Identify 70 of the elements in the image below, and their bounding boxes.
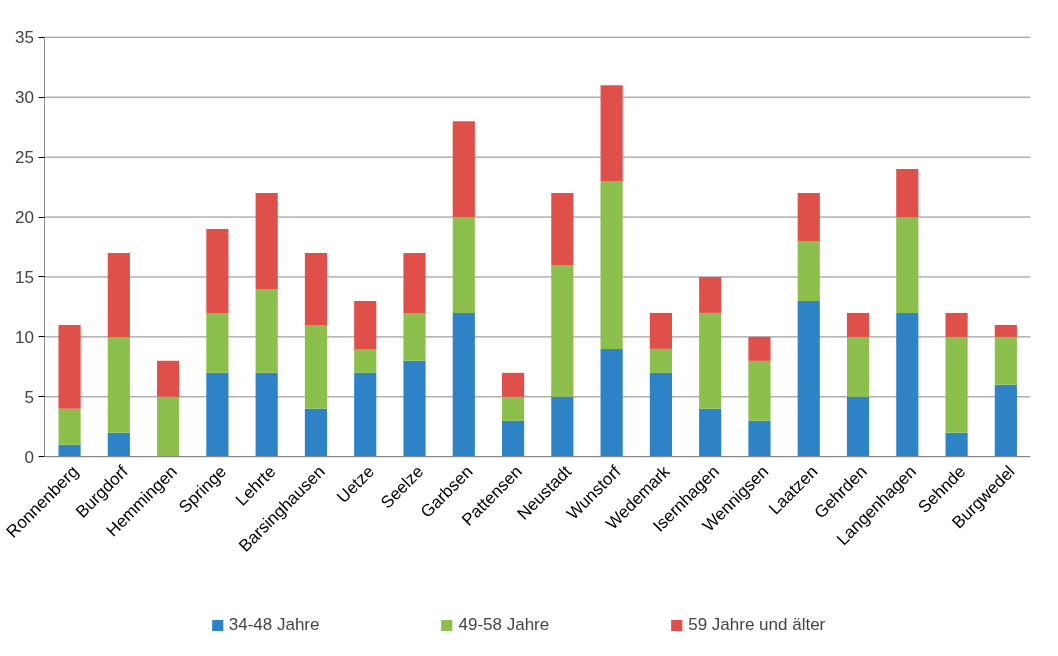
bar — [107, 253, 130, 337]
bar — [945, 312, 968, 337]
bar — [58, 324, 81, 409]
bar — [501, 420, 525, 457]
bar — [304, 253, 328, 325]
bar — [748, 360, 771, 421]
legend-label: 34-48 Jahre — [228, 615, 320, 635]
bar — [600, 85, 623, 182]
bar — [699, 276, 722, 313]
bar — [699, 408, 722, 457]
bar — [354, 300, 377, 349]
bar — [699, 312, 722, 409]
bar — [551, 396, 574, 457]
bar — [748, 420, 771, 457]
bar — [994, 336, 1017, 385]
y-tick-label: 30 — [15, 88, 34, 108]
bar — [551, 193, 574, 265]
bar — [797, 241, 820, 301]
bar — [649, 372, 672, 457]
y-tick-label: 25 — [15, 148, 34, 168]
bar — [945, 336, 968, 433]
bar — [501, 372, 525, 397]
bar — [797, 193, 820, 242]
bar — [403, 360, 426, 457]
bar — [58, 444, 81, 457]
bar — [649, 312, 672, 349]
bar — [896, 217, 919, 313]
bar — [501, 396, 525, 421]
bar — [354, 348, 377, 373]
bar — [107, 432, 130, 457]
bar — [994, 324, 1017, 337]
y-tick-label: 35 — [15, 28, 34, 48]
bar — [846, 396, 870, 457]
bar — [157, 360, 180, 397]
bar — [846, 336, 870, 397]
bar — [551, 264, 574, 397]
y-tick-label: 0 — [24, 447, 34, 467]
bar — [797, 300, 820, 457]
bar — [255, 288, 278, 373]
bar — [206, 312, 229, 373]
bar — [600, 181, 623, 349]
bar — [994, 384, 1017, 457]
y-tick-label: 10 — [15, 327, 34, 347]
bar — [945, 432, 968, 457]
bar — [255, 372, 278, 457]
bar — [206, 229, 229, 313]
bar — [452, 217, 475, 313]
bar — [403, 312, 426, 361]
y-tick-label: 5 — [24, 387, 34, 407]
legend-label: 49-58 Jahre — [458, 615, 550, 635]
bar — [403, 253, 426, 313]
bar — [58, 408, 81, 445]
bar — [896, 312, 919, 457]
bar — [452, 121, 475, 218]
bar — [206, 372, 229, 457]
y-tick-label: 15 — [15, 267, 34, 287]
bar — [452, 312, 475, 457]
bar — [354, 372, 377, 457]
bar — [748, 336, 771, 361]
bar — [304, 324, 328, 409]
bar — [255, 193, 278, 289]
bar — [107, 336, 130, 433]
bar — [649, 348, 672, 373]
bar — [846, 312, 870, 337]
bar — [157, 396, 180, 457]
bar — [600, 348, 623, 457]
bar — [304, 408, 328, 457]
legend-label: 59 Jahre und älter — [688, 615, 826, 635]
bar — [896, 169, 919, 218]
y-tick-label: 20 — [15, 208, 34, 228]
